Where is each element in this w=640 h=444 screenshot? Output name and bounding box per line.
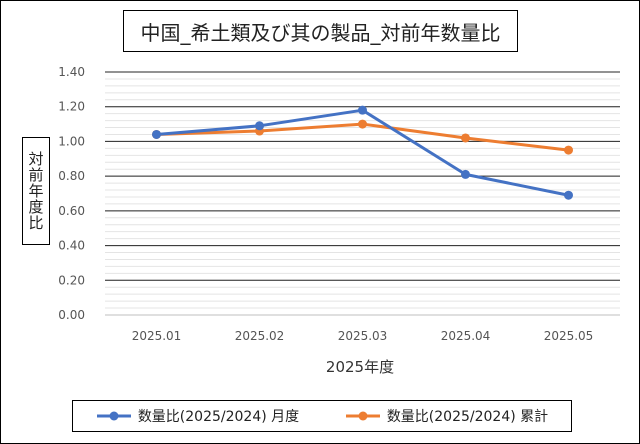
x-tick-label: 2025.01 [132, 329, 182, 343]
data-point-series-0 [255, 121, 264, 131]
y-tick-label: 0.60 [58, 204, 85, 218]
x-tick-label: 2025.04 [441, 329, 491, 343]
legend: 数量比(2025/2024) 月度 数量比(2025/2024) 累計 [72, 400, 572, 432]
legend-item-monthly: 数量比(2025/2024) 月度 [96, 406, 299, 426]
legend-swatch-monthly [96, 411, 131, 421]
y-tick-label: 0.80 [58, 169, 85, 183]
legend-label-monthly: 数量比(2025/2024) 月度 [137, 409, 300, 425]
y-tick-label: 0.20 [58, 273, 85, 287]
y-axis-label-box: 対前年度比 [22, 137, 50, 245]
y-tick-label: 1.40 [58, 65, 85, 79]
legend-label-cumulative: 数量比(2025/2024) 累計 [386, 409, 549, 425]
data-point-series-1 [358, 119, 367, 129]
series-lines [152, 105, 573, 200]
x-tick-label: 2025.05 [544, 329, 594, 343]
data-point-series-0 [152, 129, 161, 139]
chart-title-box: 中国_希土類及び其の製品_対前年数量比 [123, 10, 518, 52]
chart-title: 中国_希土類及び其の製品_対前年数量比 [140, 20, 501, 45]
x-axis-label: 2025年度 [325, 358, 395, 376]
legend-swatch-cumulative [345, 411, 380, 421]
y-axis-label: 対前年度比 [26, 151, 45, 231]
x-tick-label: 2025.02 [235, 329, 285, 343]
data-point-series-0 [461, 169, 470, 179]
legend-item-cumulative: 数量比(2025/2024) 累計 [345, 406, 548, 426]
y-tick-label: 1.20 [58, 100, 85, 114]
x-tick-label: 2025.03 [338, 329, 388, 343]
data-point-series-0 [358, 105, 367, 115]
y-tick-label: 1.00 [58, 134, 85, 148]
y-tick-label: 0.40 [58, 239, 85, 253]
y-axis-ticks: 0.00 0.20 0.40 0.60 0.80 1.00 1.20 1.40 [58, 65, 85, 322]
y-tick-label: 0.00 [58, 308, 85, 322]
data-point-series-1 [564, 145, 573, 155]
data-point-series-1 [461, 133, 470, 143]
data-point-series-0 [564, 190, 573, 200]
x-axis-ticks: 2025.01 2025.02 2025.03 2025.04 2025.05 [132, 329, 594, 343]
